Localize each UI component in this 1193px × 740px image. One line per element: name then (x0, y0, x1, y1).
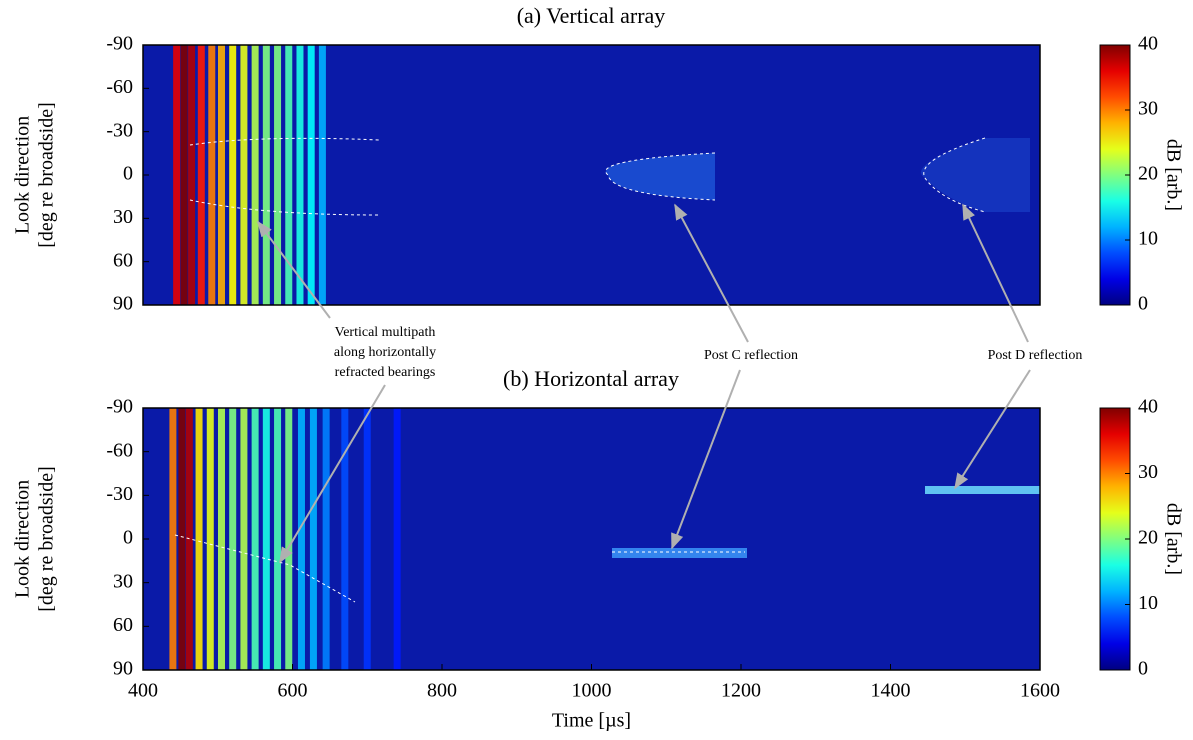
annotation: Vertical multipath (335, 325, 436, 340)
colorbar-tick-label: 0 (1138, 658, 1148, 680)
panel-title: (a) Vertical array (517, 3, 666, 28)
arrival-stripe (208, 45, 216, 305)
post-c-outline (605, 152, 716, 201)
y-tick-label: 90 (113, 293, 133, 315)
y-axis-label: [deg re broadside] (36, 102, 58, 248)
y-tick-label: -90 (106, 33, 133, 55)
arrival-stripe (197, 45, 205, 305)
arrival-stripe (217, 45, 225, 305)
arrival-stripe (341, 408, 349, 670)
annotation: along horizontally (334, 345, 436, 360)
arrival-stripe (285, 45, 293, 305)
arrival-stripe (309, 408, 317, 670)
y-tick-label: 0 (123, 527, 133, 549)
arrival-stripe (169, 408, 177, 670)
bearing-path (189, 137, 381, 146)
arrival-stripe (322, 408, 330, 670)
y-tick-label: 90 (113, 658, 133, 680)
arrival-stripe (188, 45, 196, 305)
y-axis-label: Look direction (12, 116, 34, 234)
bearing-path (174, 534, 356, 603)
annotation-arrow (279, 384, 386, 564)
arrival-stripe (296, 45, 304, 305)
arrival-stripe (195, 408, 203, 670)
arrival-stripe (262, 408, 270, 670)
post-c-region (605, 153, 715, 200)
x-tick-label: 1000 (572, 680, 612, 702)
annotation-arrow (962, 203, 1029, 343)
annotation: Post D reflection (988, 348, 1083, 363)
y-tick-label: 0 (123, 163, 133, 185)
plot-background (143, 45, 1040, 305)
annotation: Post C reflection (704, 348, 798, 363)
arrival-stripe (318, 45, 326, 305)
arrival-stripe (297, 408, 305, 670)
colorbar-tick-label: 10 (1138, 228, 1158, 250)
arrival-stripe (363, 408, 371, 670)
y-tick-label: 30 (113, 206, 133, 228)
colorbar (1099, 407, 1131, 671)
x-tick-label: 800 (427, 680, 457, 702)
y-tick-label: -30 (106, 119, 133, 141)
annotation-arrow (257, 220, 331, 319)
arrival-stripe (229, 45, 237, 305)
arrival-stripe (240, 408, 248, 670)
arrival-stripe (229, 408, 237, 670)
y-axis-label: [deg re broadside] (36, 466, 58, 612)
x-tick-label: 1200 (721, 680, 761, 702)
bearing-path (189, 199, 381, 216)
arrival-stripe (180, 45, 188, 305)
arrival-stripe (251, 45, 259, 305)
y-tick-label: 60 (113, 249, 133, 271)
x-tick-label: 1400 (871, 680, 911, 702)
post-d-band (925, 486, 1040, 494)
arrival-stripe (217, 408, 225, 670)
colorbar-tick-label: 20 (1138, 527, 1158, 549)
colorbar-label: dB [arb.] (1162, 503, 1184, 575)
post-c-band (612, 548, 747, 558)
arrival-stripe (285, 408, 293, 670)
post-d-region (921, 138, 1030, 212)
arrival-stripe (206, 408, 214, 670)
y-tick-label: -90 (106, 396, 133, 418)
colorbar-tick-label: 30 (1138, 98, 1158, 120)
arrival-stripe (262, 45, 270, 305)
colorbar-tick-label: 40 (1138, 396, 1158, 418)
annotation-arrow (954, 369, 1031, 490)
arrival-stripe (178, 408, 186, 670)
arrival-stripe (173, 45, 181, 305)
colorbar-label: dB [arb.] (1162, 139, 1184, 211)
y-axis-label: Look direction (12, 480, 34, 598)
colorbar-tick-label: 30 (1138, 461, 1158, 483)
colorbar-tick-label: 20 (1138, 163, 1158, 185)
colorbar-tick-label: 0 (1138, 293, 1148, 315)
arrival-stripe (251, 408, 259, 670)
arrival-stripe (393, 408, 401, 670)
y-tick-label: -60 (106, 76, 133, 98)
annotation-arrow (674, 203, 749, 343)
post-d-outline (923, 137, 986, 213)
panel-title: (b) Horizontal array (503, 366, 679, 391)
colorbar-tick-label: 40 (1138, 33, 1158, 55)
annotation: refracted bearings (335, 365, 436, 380)
x-axis-label: Time [µs] (552, 710, 631, 732)
x-tick-label: 600 (278, 680, 308, 702)
arrival-stripe (274, 45, 282, 305)
arrival-stripe (274, 408, 282, 670)
y-tick-label: -30 (106, 483, 133, 505)
panel: -90 -60 -30 0 30 60 90 (a) Vertical array Look d… (12, 3, 1185, 315)
y-tick-label: -60 (106, 439, 133, 461)
y-tick-label: 30 (113, 570, 133, 592)
y-tick-label: 60 (113, 614, 133, 636)
arrival-stripe (240, 45, 248, 305)
x-tick-label: 400 (128, 680, 158, 702)
colorbar-tick-label: 10 (1138, 592, 1158, 614)
arrival-stripe (307, 45, 315, 305)
x-tick-label: 1600 (1020, 680, 1060, 702)
annotation-arrow (671, 369, 741, 550)
